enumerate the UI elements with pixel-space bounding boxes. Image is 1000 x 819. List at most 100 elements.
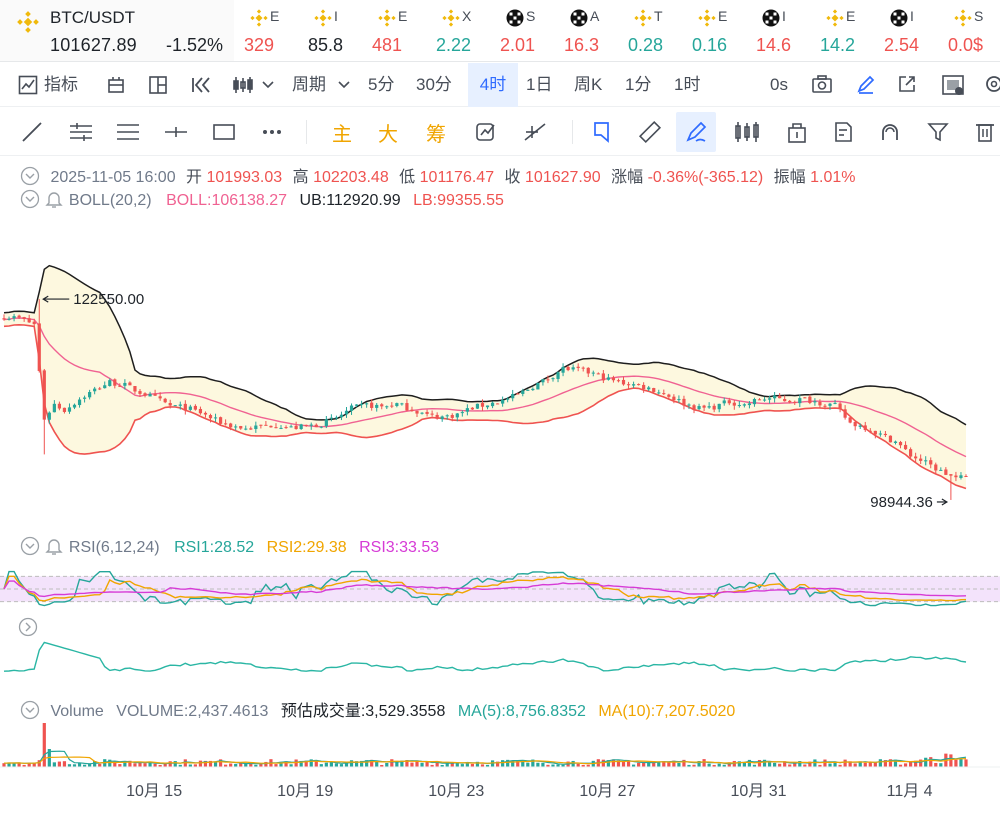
candle-body	[123, 382, 127, 386]
candle-body	[697, 406, 701, 410]
change-label: 涨幅	[611, 169, 644, 186]
close-value: 101627.90	[525, 169, 601, 186]
note-edit-icon[interactable]	[832, 120, 856, 144]
candles-icon[interactable]	[733, 120, 761, 144]
ticker-item[interactable]: E 0.16	[684, 0, 748, 61]
volume-bar	[858, 761, 862, 767]
candle-body	[531, 388, 535, 391]
rsi-collapse-icon[interactable]	[20, 536, 40, 556]
volume-bar	[365, 760, 369, 767]
magic-draw-icon[interactable]	[474, 120, 498, 144]
interval-tab[interactable]: 30分	[416, 75, 452, 94]
lock-icon[interactable]	[786, 120, 808, 144]
boll-collapse-icon[interactable]	[20, 189, 40, 209]
volume-bar	[395, 761, 399, 767]
ticker-item[interactable]: S 0.0$	[940, 0, 1000, 61]
candle-body	[178, 404, 182, 406]
volume-bar	[747, 759, 752, 767]
volume-bar	[32, 762, 36, 767]
pen-icon[interactable]	[856, 74, 876, 94]
candle-body	[878, 433, 882, 435]
rectangle-icon[interactable]	[211, 120, 237, 144]
gear-icon[interactable]	[984, 74, 1000, 94]
big-order-button[interactable]: 大	[378, 124, 398, 146]
indicator-chart-icon[interactable]	[18, 75, 38, 95]
more-icon[interactable]	[260, 120, 284, 144]
candle-type-icon[interactable]	[232, 75, 258, 95]
draw-mode-icon[interactable]	[592, 120, 614, 144]
chip-button[interactable]: 筹	[426, 124, 446, 146]
candle-body	[571, 367, 575, 370]
volume-bar	[128, 760, 132, 767]
grid-layout-icon[interactable]	[148, 75, 168, 95]
ticker-item[interactable]: T 0.28	[620, 0, 684, 61]
horizontal-line-icon[interactable]	[163, 120, 189, 144]
volume-bar	[52, 762, 56, 767]
collapse-chevron-icon[interactable]	[20, 166, 40, 186]
volume-estimate: 预估成交量:3,529.3558	[280, 703, 446, 720]
ruler-icon[interactable]	[638, 120, 662, 144]
popout-icon[interactable]	[897, 74, 917, 94]
parallel-channel-icon[interactable]	[115, 120, 141, 144]
interval-tab[interactable]: 5分	[368, 75, 395, 94]
volume-bar	[178, 764, 182, 767]
expand-chevron-icon[interactable]	[18, 617, 38, 637]
bnb-icon	[378, 9, 396, 27]
period-chevron-down-icon[interactable]	[338, 81, 350, 89]
candle-body	[450, 414, 454, 418]
bnb-icon	[954, 9, 972, 27]
ticker-item[interactable]: E 329	[236, 0, 300, 61]
interval-tab[interactable]: 1时	[674, 75, 701, 94]
ticker-item[interactable]: A 16.3	[556, 0, 620, 61]
trend-line-icon[interactable]	[20, 120, 44, 144]
volume-bar	[581, 764, 585, 767]
candle-body	[551, 378, 555, 380]
replay-icon[interactable]	[190, 75, 212, 95]
horizontal-ray-icon[interactable]	[68, 120, 94, 144]
volume-bar	[692, 764, 696, 767]
measure-icon[interactable]	[522, 120, 548, 144]
ticker-value: 85.8	[308, 35, 344, 55]
candle-body	[949, 474, 953, 476]
ticker-item[interactable]: X 2.22	[428, 0, 492, 61]
volume-bar	[254, 764, 258, 767]
volume-bar	[420, 762, 424, 767]
camera-icon[interactable]	[811, 74, 833, 94]
candle-body	[546, 379, 550, 381]
layout-icon[interactable]	[106, 75, 126, 95]
ticker-item[interactable]: E 14.2	[812, 0, 876, 61]
ticker-item[interactable]: I 2.54	[876, 0, 940, 61]
main-pair-card[interactable]: BTC/USDT 101627.89 -1.52%	[0, 0, 234, 61]
settings-panel-icon[interactable]	[941, 74, 965, 96]
main-force-button[interactable]: 主	[332, 124, 352, 146]
brush-icon[interactable]	[684, 120, 708, 144]
trash-icon[interactable]	[974, 120, 996, 144]
ticker-item[interactable]: S 2.01	[492, 0, 556, 61]
candle-body	[868, 430, 872, 432]
bell-icon[interactable]	[44, 189, 64, 209]
ticker-item[interactable]: E 481	[364, 0, 428, 61]
candle-body	[813, 401, 817, 403]
volume-panel	[0, 723, 1000, 768]
ticker-item[interactable]: I 85.8	[300, 0, 364, 61]
interval-tab[interactable]: 1日	[526, 75, 553, 94]
interval-tab[interactable]: 周K	[574, 75, 603, 94]
rsi-bell-icon[interactable]	[44, 536, 64, 556]
volume-collapse-icon[interactable]	[20, 700, 40, 720]
ticker-item[interactable]: I 14.6	[748, 0, 812, 61]
volume-bar	[939, 763, 943, 767]
filter-icon[interactable]	[926, 120, 950, 144]
indicator-button[interactable]: 指标	[44, 75, 78, 94]
volume-bar	[445, 761, 449, 767]
interval-tab[interactable]: 1分	[625, 75, 652, 94]
candle-body	[163, 398, 167, 403]
volume-bar	[188, 764, 192, 767]
period-button[interactable]: 周期	[292, 75, 326, 94]
interval-tab[interactable]: 4时	[468, 63, 518, 107]
candle-body	[908, 449, 913, 457]
magnet-icon[interactable]	[878, 120, 902, 144]
volume-bar	[838, 764, 842, 767]
chevron-down-icon[interactable]	[262, 81, 274, 89]
volume-bar	[853, 763, 857, 767]
